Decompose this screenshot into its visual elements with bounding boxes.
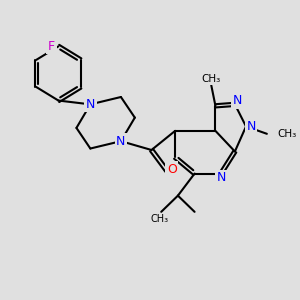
Text: O: O (167, 163, 177, 176)
Text: N: N (216, 172, 226, 184)
Text: N: N (116, 135, 126, 148)
Text: CH₃: CH₃ (202, 74, 221, 84)
Text: F: F (48, 40, 55, 53)
Text: N: N (233, 94, 242, 107)
Text: CH₃: CH₃ (151, 214, 169, 224)
Text: N: N (86, 98, 95, 111)
Text: N: N (246, 120, 256, 133)
Text: CH₃: CH₃ (278, 129, 297, 139)
